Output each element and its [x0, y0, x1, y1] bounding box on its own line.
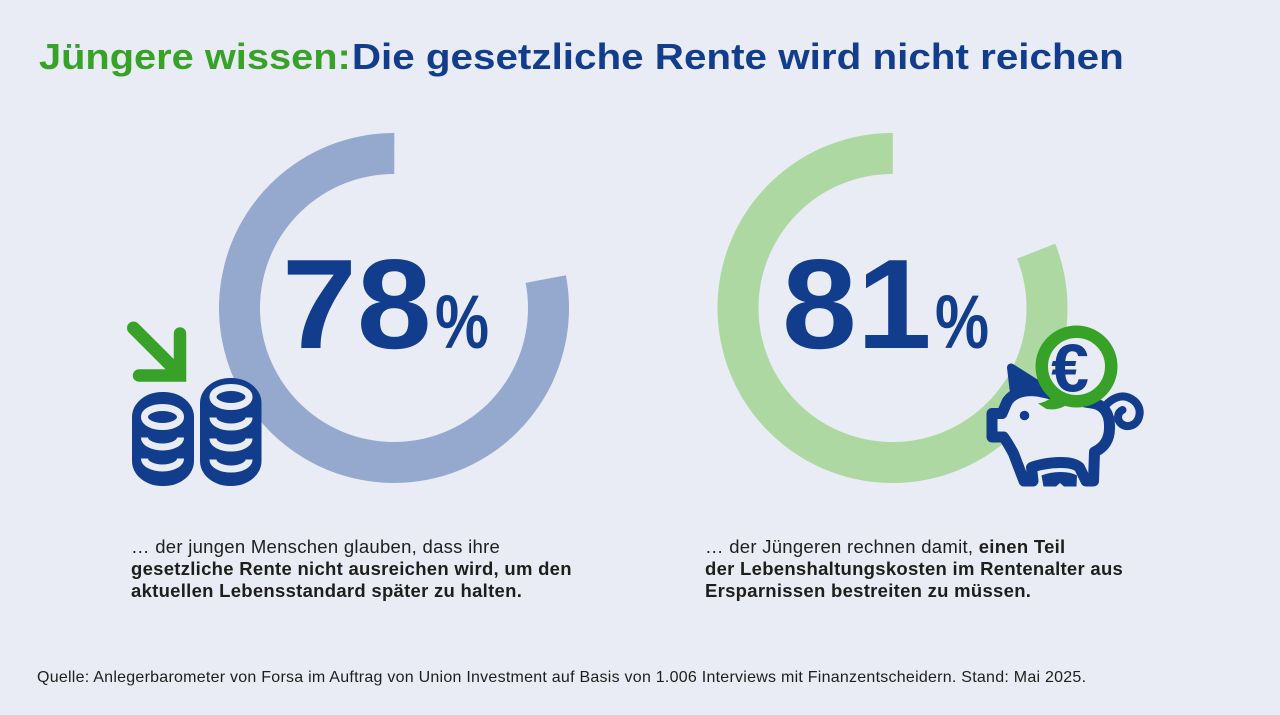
caption-line2: gesetzliche Rente nicht ausreichen wird,…	[131, 557, 572, 579]
donut-value-label: 81	[782, 234, 932, 376]
coins-with-down-arrow-icon	[127, 321, 262, 486]
caption-line2: der Lebenshaltungskosten im Rentenalter …	[705, 557, 1124, 579]
pig-far-legs	[1041, 472, 1077, 487]
donut-value-label: 78	[282, 234, 432, 376]
arrow-shaft	[127, 321, 182, 377]
caption-line1-bold: einen Teil	[978, 536, 1066, 557]
down-right-arrow-icon	[127, 321, 187, 382]
coin-top-right-stack	[209, 384, 253, 410]
title-main: Die gesetzliche Rente wird nicht reichen	[352, 35, 1124, 77]
coin-edge	[141, 436, 184, 451]
percent-sign: %	[934, 280, 989, 365]
caption-line1: … der jungen Menschen glauben, dass ihre	[131, 536, 501, 557]
donut-value-81: 81 %	[782, 234, 1002, 376]
coin-edge	[209, 416, 253, 431]
caption-left: … der jungen Menschen glauben, dass ihre…	[131, 536, 671, 602]
title-highlight: Jüngere wissen:	[39, 35, 351, 77]
coin-top-left-stack	[141, 404, 184, 430]
pig-ear	[1007, 363, 1042, 393]
coin-edge	[141, 457, 184, 472]
caption-line3: Ersparnissen bestreiten zu müssen.	[705, 579, 1032, 601]
page-title: Jüngere wissen: Die gesetzliche Rente wi…	[39, 35, 1124, 77]
piggy-bank-with-euro-icon: €	[986, 325, 1144, 487]
donut-value-78: 78 %	[282, 234, 502, 376]
percent-sign: %	[434, 280, 489, 365]
coin-edge	[209, 458, 253, 473]
coin-edge	[209, 437, 253, 452]
caption-right: … der Jüngeren rechnen damit, einen Teil…	[705, 536, 1245, 602]
arrow-head	[132, 327, 187, 382]
piggy-bank-icon	[986, 363, 1144, 487]
donut-ring-78	[219, 133, 569, 483]
source-line: Quelle: Anlegerbarometer von Forsa im Au…	[37, 669, 1087, 686]
caption-line3: aktuellen Lebensstandard später zu halte…	[131, 579, 523, 601]
caption-line1: … der Jüngeren rechnen damit,	[705, 536, 979, 557]
coin-stacks-icon	[132, 378, 262, 486]
euro-symbol: €	[1051, 331, 1089, 407]
donut-ring-81	[717, 133, 1068, 483]
euro-coin-icon: €	[1035, 325, 1118, 410]
euro-ring	[1035, 325, 1118, 408]
pig-tail	[1101, 392, 1144, 431]
pig-eye	[1019, 410, 1030, 421]
